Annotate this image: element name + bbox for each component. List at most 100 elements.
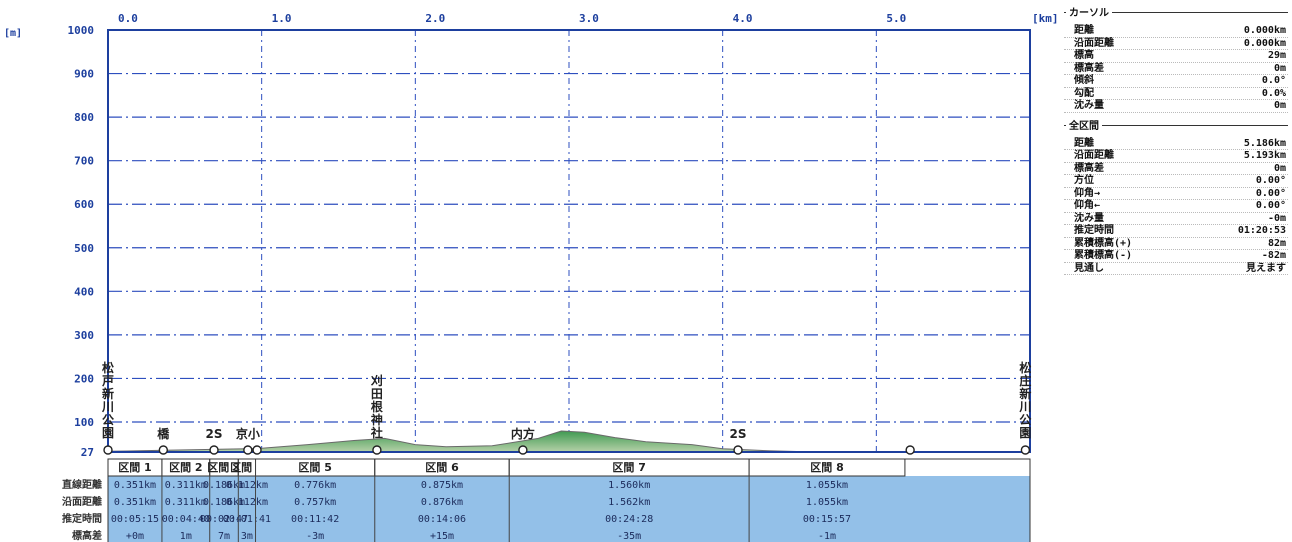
y-tick-label: 600	[74, 198, 94, 211]
waypoint-label: 内方	[511, 426, 535, 441]
waypoint-markers: 松戸新川公園橋 2S 京小刈田根神社 内方 2S松庄新川公園	[101, 360, 1031, 455]
waypoint-label-char: 刈	[371, 373, 383, 388]
total-row: 方位 0.00°	[1064, 175, 1288, 188]
cursor-row-value: 0.0°	[1261, 75, 1286, 86]
segment-value: +0m	[126, 531, 144, 542]
table-body-bg	[108, 476, 1030, 542]
waypoint-label-char: 園	[1019, 426, 1031, 440]
total-row-value: -0m	[1267, 212, 1286, 224]
segment-value: 1.562km	[608, 497, 650, 508]
total-row-value: 見えます	[1246, 262, 1286, 274]
segment-name: 区間 7	[612, 461, 645, 474]
segment-value: 00:14:06	[418, 514, 466, 525]
y-unit-label: [m]	[4, 28, 22, 39]
x-tick-label: 3.0	[579, 12, 599, 25]
segment-name: 区間 2	[169, 461, 202, 474]
segment-value: 7m	[218, 531, 230, 542]
total-row-label: 沿面距離	[1074, 150, 1114, 161]
x-tick-label: 2.0	[425, 12, 445, 25]
total-row: 仰角← 0.00°	[1064, 200, 1288, 213]
x-tick-label: 0.0	[118, 12, 138, 25]
segment-value: 00:01:41	[223, 514, 271, 525]
segment-value: 00:11:42	[291, 514, 339, 525]
total-row-value: 5.193km	[1243, 150, 1286, 161]
total-row-value: 0.00°	[1255, 175, 1286, 186]
total-row-value: -82m	[1261, 250, 1286, 261]
total-row: 推定時間 01:20:53	[1064, 225, 1288, 238]
segment-value: -1m	[818, 531, 836, 542]
segment-value: -3m	[306, 531, 324, 542]
total-row-label: 見通し	[1074, 262, 1104, 274]
cursor-row-value: 0.000km	[1243, 25, 1286, 36]
total-row-label: 累積標高(-)	[1074, 250, 1133, 261]
y-tick-label: 300	[74, 329, 94, 342]
segment-value: 1m	[180, 531, 192, 542]
waypoint-label-char: 川	[1018, 400, 1031, 414]
cursor-row-label: 勾配	[1074, 87, 1094, 99]
cursor-row: 標高 29m	[1064, 50, 1288, 63]
cursor-row: 距離 0.000km	[1064, 25, 1288, 38]
elevation-profile-chart[interactable]: 0.0 1.0 2.0 3.0 4.0 5.0 1000 900 800 700 600 500 40…	[0, 0, 1060, 542]
segment-value: 1.055km	[806, 497, 848, 508]
segment-value: 0.311km	[165, 480, 207, 491]
segment-value: 0.776km	[294, 480, 336, 491]
y-tick-label: 800	[74, 111, 94, 124]
total-row-value: 5.186km	[1243, 137, 1286, 149]
waypoint-marker	[372, 445, 382, 455]
segment-value: -35m	[617, 531, 641, 542]
x-tick-label: 1.0	[272, 12, 292, 25]
waypoint-marker	[733, 445, 743, 455]
waypoint-marker	[905, 445, 915, 455]
segment-value: 00:24:28	[605, 514, 653, 525]
waypoint-label-char: 新	[102, 386, 114, 401]
waypoint-label-char: 根	[371, 399, 383, 414]
segment-value: 00:15:57	[803, 514, 851, 525]
grid-lines	[108, 29, 1030, 453]
cursor-row: 勾配 0.0%	[1064, 87, 1288, 100]
segment-value: 1.055km	[806, 480, 848, 491]
y-tick-label: 1000	[68, 24, 95, 37]
segment-name: 区間 8	[810, 461, 843, 474]
total-rows: 距離 5.186km 沿面距離 5.193km 標高差 0m 方位 0.00° 仰角→ 0.00°…	[1064, 137, 1288, 275]
waypoint-label-char: 松	[102, 360, 114, 375]
total-row-label: 仰角←	[1074, 200, 1101, 211]
table-row-label: 推定時間	[62, 512, 102, 525]
total-row-label: 仰角→	[1074, 187, 1101, 199]
total-row: 沿面距離 5.193km	[1064, 150, 1288, 163]
plot-frame	[107, 29, 1031, 453]
segment-value: 0.876km	[421, 497, 463, 508]
cursor-row-label: 沈み量	[1074, 100, 1104, 111]
segment-name: 区間 3	[207, 461, 240, 474]
cursor-row-label: 標高差	[1074, 62, 1104, 74]
y-tick-labels: 1000 900 800 700 600 500 400 300 200 100 27	[68, 24, 95, 459]
waypoint-marker	[209, 445, 219, 455]
segment-value: 1.560km	[608, 480, 650, 491]
total-row: 見通し 見えます	[1064, 262, 1288, 275]
waypoint-marker	[252, 445, 262, 455]
table-row-label: 標高差	[72, 529, 102, 542]
cursor-row-value: 29m	[1267, 50, 1286, 61]
cursor-row-value: 0m	[1273, 62, 1286, 74]
x-tick-label: 5.0	[886, 12, 906, 25]
table-row-label: 沿面距離	[62, 495, 102, 508]
total-row-label: 沈み量	[1074, 212, 1104, 224]
total-row-label: 推定時間	[1074, 225, 1114, 236]
segment-value: 00:02:47	[200, 514, 248, 525]
segment-value: 0.351km	[114, 497, 156, 508]
axes	[107, 29, 1031, 453]
segment-value: 0.186km	[203, 480, 245, 491]
segment-name: 区間 1	[118, 461, 151, 474]
x-unit-label: [km]	[1032, 12, 1059, 25]
waypoint-label: 京小	[236, 426, 260, 441]
waypoint-label: 2S	[206, 427, 223, 441]
total-row-label: 距離	[1074, 137, 1094, 149]
waypoint-label-char: 園	[102, 426, 114, 440]
total-row: 距離 5.186km	[1064, 137, 1288, 150]
total-row-value: 0m	[1273, 162, 1286, 174]
segment-value: 3m	[241, 531, 253, 542]
cursor-row-label: 沿面距離	[1074, 37, 1114, 49]
y-tick-label: 500	[74, 242, 94, 255]
cursor-row-label: 標高	[1074, 50, 1094, 61]
cursor-row: 標高差 0m	[1064, 62, 1288, 75]
